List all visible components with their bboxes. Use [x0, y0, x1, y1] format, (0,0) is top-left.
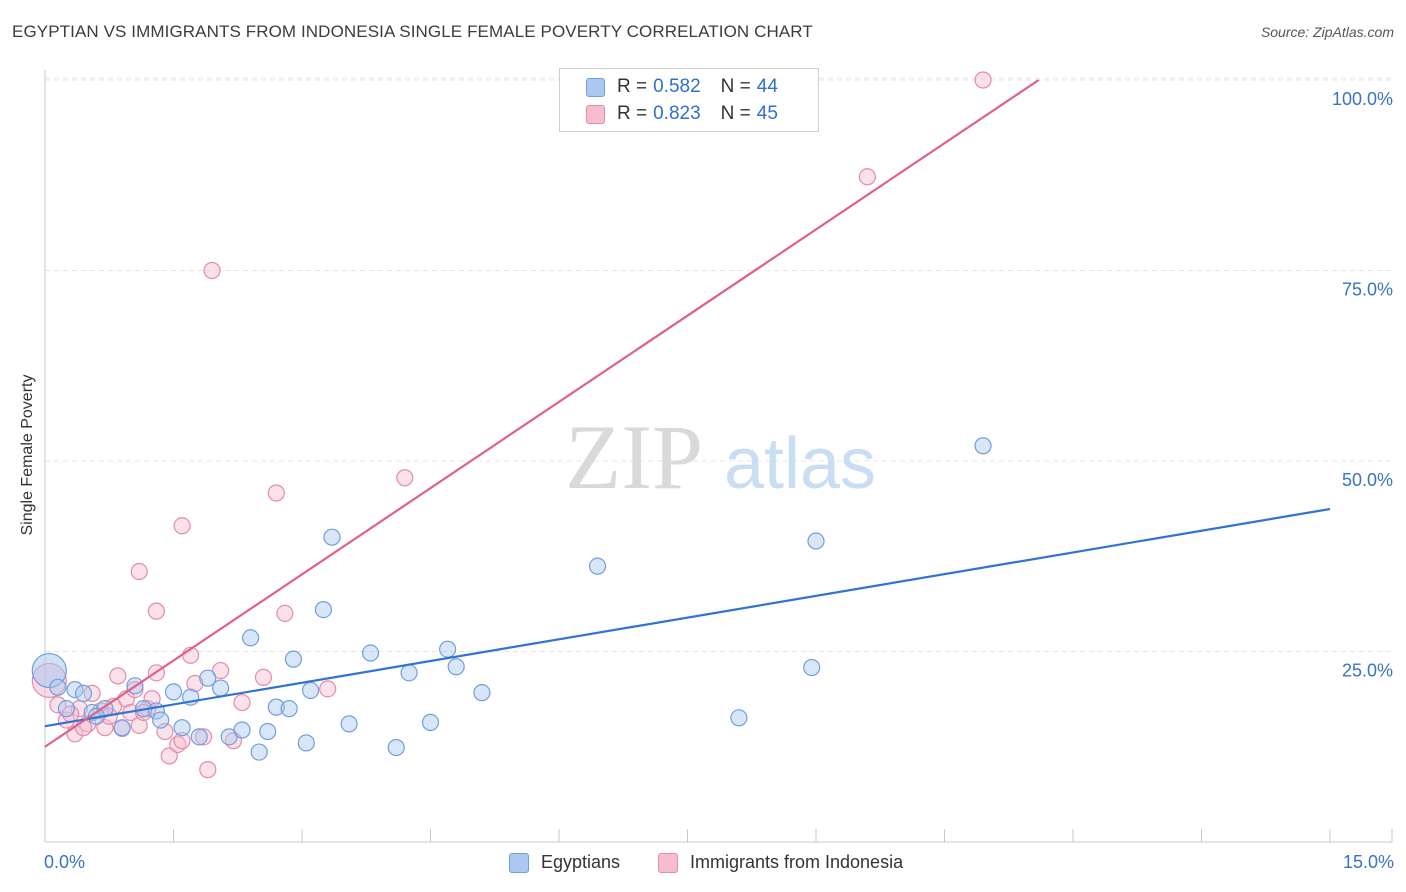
egyptians-point: [212, 679, 230, 697]
legend-r-label: R =: [617, 103, 648, 124]
egyptians-point: [323, 528, 341, 546]
indonesia-point: [109, 667, 127, 685]
egyptians-point: [49, 678, 67, 696]
indonesia-point: [130, 716, 148, 735]
y-tick-label: 25.0%: [1342, 661, 1393, 681]
y-tick-label: 100.0%: [1332, 89, 1393, 109]
egyptians-point: [152, 711, 170, 729]
watermark: ZIP atlas: [565, 406, 876, 508]
egyptians-point: [66, 680, 84, 699]
egyptians-point: [473, 684, 491, 702]
y-tick-label: 75.0%: [1342, 280, 1393, 300]
egyptians-point: [190, 728, 208, 746]
indonesia-point: [254, 668, 273, 687]
source-label: Source: ZipAtlas.com: [1260, 24, 1394, 40]
egyptians-point: [400, 664, 418, 682]
egyptians-point: [361, 644, 380, 662]
watermark-atlas: atlas: [724, 424, 876, 504]
legend-swatch-blue: [586, 77, 605, 97]
watermark-zip: ZIP: [565, 406, 703, 508]
indonesia-point: [212, 661, 230, 680]
indonesia-trendline: [44, 79, 1040, 748]
egyptians-point: [340, 715, 358, 733]
indonesia-point: [974, 71, 992, 89]
indonesia-point: [276, 604, 294, 623]
indonesia-point: [858, 168, 877, 186]
gridlines: [45, 77, 1392, 652]
egyptians-point: [730, 709, 748, 727]
legend-swatch-pink: [586, 104, 605, 124]
egyptians-point: [439, 640, 457, 658]
bottom-legend: Egyptians Immigrants from Indonesia: [0, 852, 1406, 878]
egyptians-point: [387, 738, 405, 757]
egyptians-point: [164, 683, 183, 701]
egyptians-point: [447, 658, 465, 676]
legend-n-value: 45: [756, 103, 778, 124]
indonesia-point: [126, 680, 144, 699]
indonesia-point: [130, 562, 148, 581]
bottom-legend-swatch-pink: [658, 852, 678, 873]
egyptians-point: [57, 700, 76, 718]
indonesia-point: [173, 517, 191, 535]
bottom-legend-swatch-blue: [509, 852, 529, 873]
axes: [44, 70, 1393, 843]
bottom-legend-label: Immigrants from Indonesia: [690, 852, 904, 872]
indonesia-point: [199, 761, 217, 779]
egyptians-point: [74, 684, 93, 703]
indonesia-point: [267, 484, 285, 502]
y-tick-label: 50.0%: [1342, 470, 1393, 490]
chart-title: EGYPTIAN VS IMMIGRANTS FROM INDONESIA SI…: [12, 22, 813, 41]
legend-r-value: 0.582: [653, 76, 701, 97]
indonesia-point: [186, 674, 204, 693]
egyptians-point: [421, 713, 440, 731]
egyptians-trendline: [44, 507, 1331, 728]
egyptians-point: [314, 600, 333, 619]
x-tick-label-max: 15.0%: [1342, 852, 1394, 872]
bottom-legend-egyptians: Egyptians: [509, 852, 620, 873]
egyptians-point: [199, 669, 217, 687]
egyptians-point: [974, 437, 992, 455]
bottom-legend-indonesia: Immigrants from Indonesia: [658, 852, 903, 873]
egyptians-point: [297, 734, 315, 752]
egyptians-point: [242, 629, 260, 647]
indonesia-point: [147, 602, 165, 620]
legend-n-value: 44: [756, 76, 778, 97]
indonesia-point: [160, 747, 178, 765]
x-tick-label-min: 0.0%: [44, 852, 86, 872]
egyptians-point: [284, 650, 303, 668]
indonesia-point: [396, 469, 414, 487]
egyptians-point: [803, 658, 821, 677]
legend-r-value: 0.823: [653, 103, 701, 124]
indonesia-point: [319, 680, 337, 698]
legend-r-label: R =: [617, 76, 648, 97]
indonesia-point: [194, 728, 213, 746]
indonesia-point: [49, 696, 67, 714]
legend-n-label: N =: [720, 103, 751, 124]
y-tick-labels: 25.0% 50.0% 75.0% 100.0%: [1332, 89, 1393, 681]
indonesia-point: [203, 261, 221, 280]
egyptians-point: [301, 681, 320, 699]
egyptians-point: [588, 557, 607, 575]
legend-box: R = 0.582 N = 44 R = 0.823 N = 45: [559, 68, 819, 132]
egyptians-point: [280, 700, 298, 718]
egyptians-point: [807, 532, 825, 550]
trendlines: [44, 79, 1331, 748]
egyptians-point: [173, 719, 191, 737]
egyptians-point: [267, 698, 285, 716]
legend-row-indonesia: R = 0.823 N = 45: [586, 103, 778, 125]
indonesia-point: [173, 732, 191, 750]
legend-row-egyptians: R = 0.582 N = 44: [586, 76, 778, 98]
egyptians-point: [250, 743, 268, 761]
legend-n-label: N =: [720, 76, 751, 97]
bottom-legend-label: Egyptians: [541, 852, 621, 872]
indonesia-point: [233, 693, 251, 712]
egyptians-point: [233, 721, 251, 739]
egyptians-point: [259, 722, 277, 741]
egyptians-point: [113, 719, 131, 737]
